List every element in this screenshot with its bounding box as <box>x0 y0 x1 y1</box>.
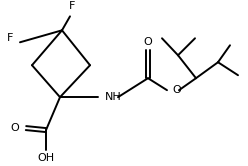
Text: NH: NH <box>105 92 122 102</box>
Text: O: O <box>172 85 181 95</box>
Text: F: F <box>69 1 75 11</box>
Text: O: O <box>10 123 19 133</box>
Text: F: F <box>7 33 13 43</box>
Text: OH: OH <box>37 153 55 163</box>
Text: O: O <box>144 37 152 47</box>
